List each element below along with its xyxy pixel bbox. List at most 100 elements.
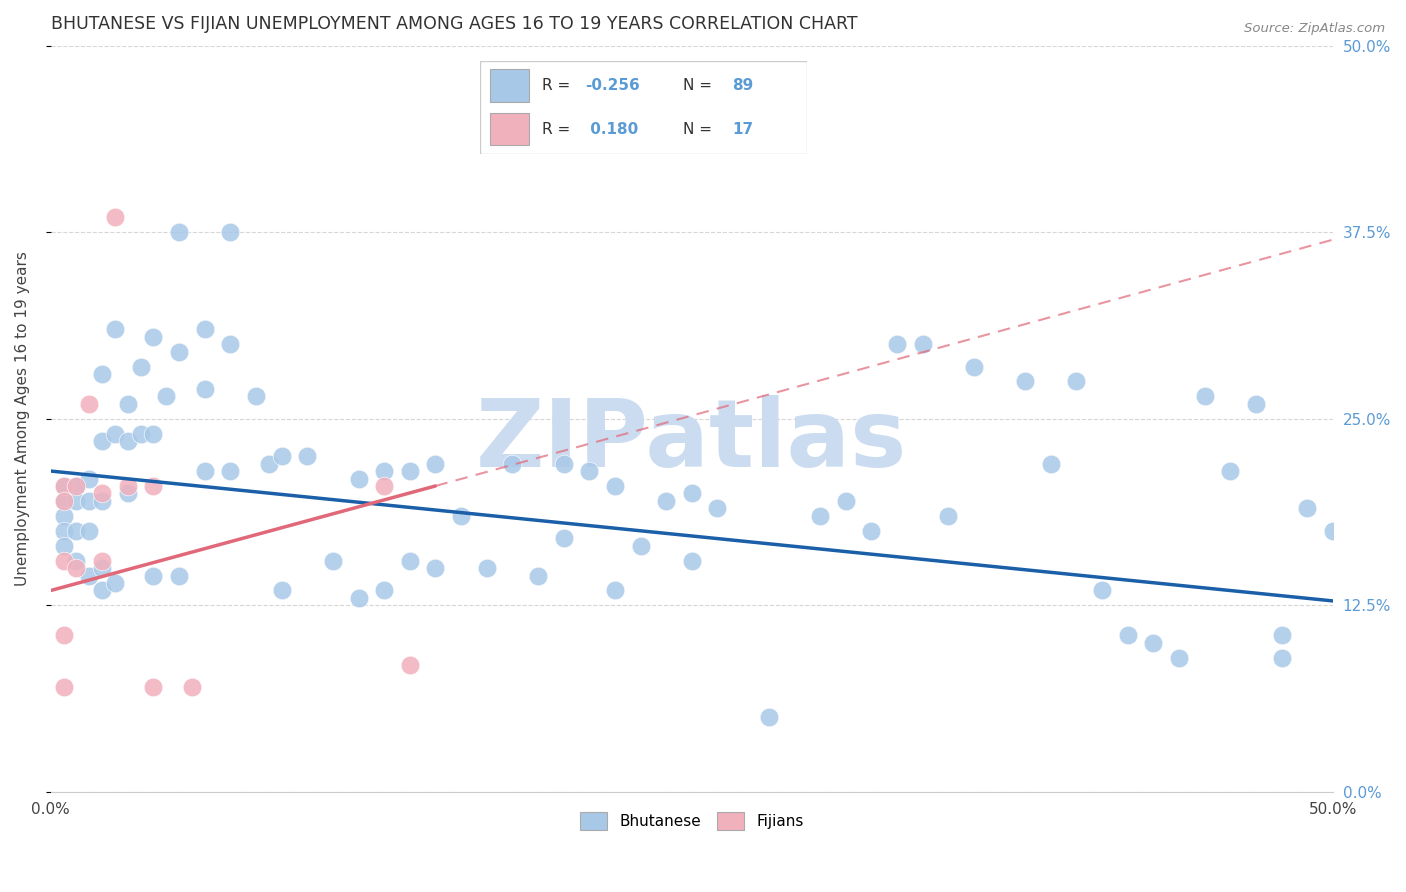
Point [297, 449, 319, 463]
Point [1296, 501, 1319, 516]
Point [425, 561, 447, 575]
Point [117, 434, 139, 449]
Point [450, 508, 472, 523]
Point [1142, 636, 1164, 650]
Point [117, 479, 139, 493]
Point [91, 583, 114, 598]
Point [91, 553, 114, 567]
Point [681, 553, 703, 567]
Point [630, 539, 652, 553]
Point [270, 449, 292, 463]
Point [52, 539, 75, 553]
Point [167, 344, 190, 359]
Point [603, 479, 626, 493]
Point [860, 524, 883, 538]
Point [219, 337, 242, 351]
Point [219, 464, 242, 478]
Point [52, 553, 75, 567]
Point [808, 508, 831, 523]
Point [1168, 650, 1191, 665]
Point [91, 494, 114, 508]
Point [155, 389, 177, 403]
Point [681, 486, 703, 500]
Text: BHUTANESE VS FIJIAN UNEMPLOYMENT AMONG AGES 16 TO 19 YEARS CORRELATION CHART: BHUTANESE VS FIJIAN UNEMPLOYMENT AMONG A… [51, 15, 858, 33]
Point [129, 426, 152, 441]
Point [52, 479, 75, 493]
Point [1219, 464, 1241, 478]
Point [373, 464, 395, 478]
Point [79, 471, 101, 485]
Point [142, 681, 165, 695]
Point [52, 681, 75, 695]
Point [347, 471, 370, 485]
Point [1116, 628, 1139, 642]
Point [886, 337, 908, 351]
Point [553, 531, 575, 545]
Point [52, 508, 75, 523]
Point [936, 508, 959, 523]
Point [180, 681, 202, 695]
Point [65, 561, 87, 575]
Point [65, 479, 87, 493]
Point [257, 457, 280, 471]
Point [91, 561, 114, 575]
Point [758, 710, 780, 724]
Point [117, 486, 139, 500]
Point [117, 397, 139, 411]
Point [194, 322, 217, 336]
Legend: Bhutanese, Fijians: Bhutanese, Fijians [574, 805, 810, 837]
Point [270, 583, 292, 598]
Y-axis label: Unemployment Among Ages 16 to 19 years: Unemployment Among Ages 16 to 19 years [15, 252, 30, 586]
Point [104, 322, 127, 336]
Point [142, 568, 165, 582]
Point [425, 457, 447, 471]
Point [553, 457, 575, 471]
Point [1270, 650, 1292, 665]
Point [501, 457, 523, 471]
Point [398, 658, 420, 673]
Point [911, 337, 934, 351]
Point [79, 397, 101, 411]
Point [142, 479, 165, 493]
Point [219, 225, 242, 239]
Point [1039, 457, 1062, 471]
Point [373, 479, 395, 493]
Point [527, 568, 550, 582]
Point [142, 426, 165, 441]
Point [91, 367, 114, 381]
Point [79, 494, 101, 508]
Point [52, 524, 75, 538]
Point [104, 211, 127, 225]
Point [603, 583, 626, 598]
Point [398, 464, 420, 478]
Point [65, 524, 87, 538]
Point [91, 486, 114, 500]
Point [1014, 375, 1036, 389]
Point [578, 464, 600, 478]
Text: ZIPatlas: ZIPatlas [477, 395, 907, 487]
Point [65, 479, 87, 493]
Point [194, 464, 217, 478]
Point [194, 382, 217, 396]
Point [475, 561, 498, 575]
Point [322, 553, 344, 567]
Point [65, 494, 87, 508]
Point [1244, 397, 1267, 411]
Point [79, 524, 101, 538]
Point [963, 359, 986, 374]
Point [1322, 524, 1344, 538]
Point [129, 359, 152, 374]
Point [1194, 389, 1216, 403]
Point [398, 553, 420, 567]
Point [167, 568, 190, 582]
Point [1270, 628, 1292, 642]
Point [142, 329, 165, 343]
Text: Source: ZipAtlas.com: Source: ZipAtlas.com [1244, 22, 1385, 36]
Point [347, 591, 370, 605]
Point [1066, 375, 1088, 389]
Point [79, 568, 101, 582]
Point [52, 628, 75, 642]
Point [104, 426, 127, 441]
Point [373, 583, 395, 598]
Point [1091, 583, 1114, 598]
